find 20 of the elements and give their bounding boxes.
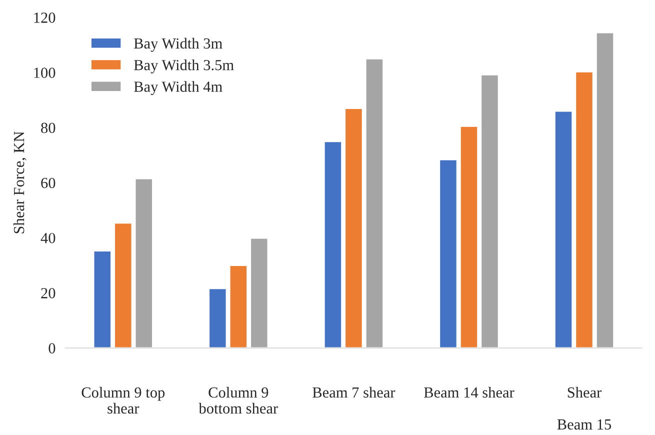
legend-label: Bay Width 3m — [134, 38, 222, 52]
bar — [134, 178, 154, 348]
legend-label: Bay Width 4m — [134, 81, 222, 96]
category-label: Shear Beam 15 — [557, 386, 612, 430]
y-axis-title: Shear Force, KN — [13, 132, 26, 234]
bar — [438, 158, 458, 348]
x-tick-label: Column 9 top shear — [82, 386, 165, 414]
y-tick-label: 0 — [48, 343, 56, 354]
y-tick-label: 100 — [34, 68, 56, 78]
x-tick-label: Beam 7 shear — [312, 386, 396, 398]
bar — [208, 288, 228, 348]
y-tick-label: 20 — [41, 288, 56, 298]
x-tick-label: Beam 14 shear — [424, 386, 514, 398]
y-tick-label: 120 — [34, 12, 56, 23]
legend-label: Bay Width 3.5m — [134, 59, 234, 74]
y-tick-label: 80 — [41, 122, 56, 134]
y-tick-label: 60 — [41, 178, 56, 188]
bar — [364, 58, 384, 348]
x-tick-label: Column 9 bottom shear — [198, 386, 278, 414]
y-tick-label: 40 — [40, 232, 56, 244]
